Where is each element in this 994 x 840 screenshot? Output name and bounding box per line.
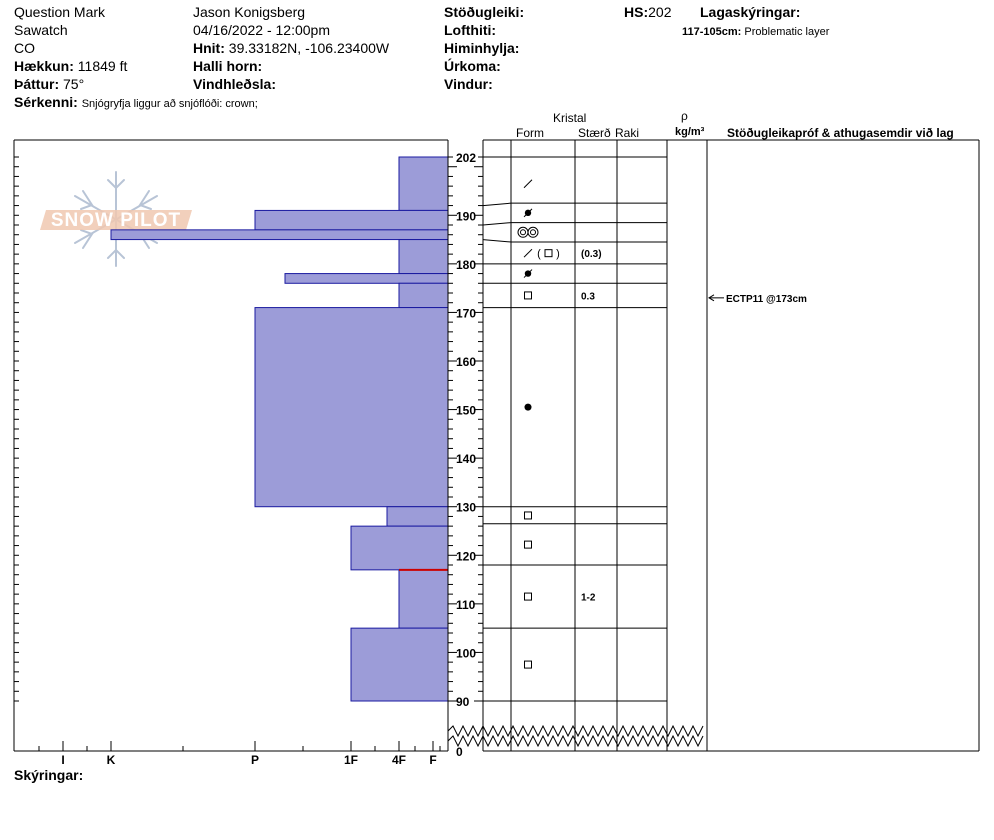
stability-test-arrowhead: [708, 294, 715, 302]
coords-value: 39.33182N, -106.23400W: [228, 40, 390, 56]
state-name: CO: [14, 40, 35, 56]
hardness-scale-label: 4F: [392, 753, 406, 767]
elevation-value: 11849 ft: [77, 58, 128, 74]
tests-header: Stöðugleikapróf & athugasemdir við lag: [727, 126, 954, 140]
observer-name: Jason Konigsberg: [193, 4, 306, 20]
layer-note-text: Problematic layer: [744, 26, 830, 38]
form-header: Form: [516, 126, 544, 140]
sky-label: Himinhylja:: [444, 40, 520, 56]
moisture-header: Raki: [615, 126, 640, 140]
density-unit-header: kg/m³: [675, 126, 705, 138]
layer-note: 117-105cm: Problematic layer: [682, 24, 829, 40]
depth-tick-label: 150: [456, 404, 476, 418]
hardness-layer-bar: [398, 239, 449, 275]
layer-connector: [482, 222, 512, 226]
precip-label: Úrkoma:: [444, 58, 501, 74]
depth-tick-label: 180: [456, 258, 476, 272]
size-header: Stærð: [578, 126, 611, 140]
depth-tick-label: 90: [456, 695, 470, 709]
hardness-layer-bar: [110, 229, 449, 241]
hs-value: 202: [648, 4, 672, 20]
faceted-symbol: [524, 511, 532, 520]
depth-tick-label: 0: [456, 745, 463, 759]
coords-label: Hnit:: [193, 40, 225, 56]
precipitation-faceted-symbol: (): [523, 248, 560, 260]
slope-label: Halli horn:: [193, 58, 263, 74]
aspect-label: Þáttur:: [14, 76, 60, 92]
svg-text:(: (: [537, 248, 541, 260]
depth-tick-label: 100: [456, 646, 476, 660]
depth-tick-label: 130: [456, 501, 476, 515]
crystal-header: Kristal: [553, 111, 587, 125]
axis-break-zigzag: [447, 724, 704, 738]
hs-label: HS:: [624, 4, 649, 20]
layer-connector: [482, 239, 512, 243]
crystal-size-label: (0.3): [581, 249, 602, 260]
hardness-layer-bar: [398, 282, 449, 309]
location-name: Question Mark: [14, 4, 106, 20]
decomposing-fragmented-symbol: [523, 208, 533, 218]
rho-header: ρ: [681, 109, 688, 123]
coordinates: Hnit: 39.33182N, -106.23400W: [193, 40, 389, 56]
depth-tick-label: 160: [456, 355, 476, 369]
hardness-layer-bar: [386, 506, 449, 527]
snowpilot-logo: SNOW PILOT: [40, 171, 192, 267]
layer-note-range: 117-105cm:: [682, 26, 742, 38]
hardness-scale-label: K: [107, 753, 116, 767]
layer-connector: [482, 202, 512, 207]
stability-test-label: ECTP11 @173cm: [726, 294, 807, 305]
range-name: Sawatch: [14, 22, 68, 38]
depth-tick-label: 170: [456, 306, 476, 320]
faceted-symbol: [524, 660, 532, 669]
depth-tick-label: 140: [456, 452, 476, 466]
depth-tick-label: 110: [456, 598, 476, 612]
hardness-layer-bar: [350, 525, 449, 571]
rounded-double-symbol: [517, 226, 539, 238]
air-temp-label: Lofthiti:: [444, 22, 497, 38]
hardness-layer-bar: [254, 209, 449, 231]
depth-tick-label: 120: [456, 549, 476, 563]
hardness-scale-label: I: [61, 753, 64, 767]
hardness-layer-bar: [284, 273, 449, 284]
aspect-value: 75°: [63, 76, 85, 92]
observation-datetime: 04/16/2022 - 12:00pm: [193, 22, 330, 38]
rounded-symbol: [524, 403, 532, 411]
elevation: Hækkun: 11849 ft: [14, 58, 127, 74]
decomposing-fragmented-symbol: [523, 269, 533, 278]
faceted-symbol: [524, 540, 532, 549]
depth-tick-label: 202: [456, 151, 476, 165]
hardness-layer-bar: [350, 627, 449, 702]
hardness-layer-bar: [254, 307, 449, 508]
features-label: Sérkenni:: [14, 94, 78, 110]
crystal-size-label: 0.3: [581, 291, 595, 302]
hardness-layer-bar: [398, 156, 449, 211]
hardness-scale-label: P: [251, 753, 259, 767]
faceted-symbol: [524, 592, 532, 601]
hs: HS:202: [624, 4, 671, 20]
crystal-size-label: 1-2: [581, 593, 596, 604]
precipitation-particles-symbol: [523, 179, 533, 189]
depth-tick-label: 190: [456, 209, 476, 223]
svg-text:): ): [556, 248, 560, 260]
elevation-label: Hækkun:: [14, 58, 74, 74]
hardness-scale-label: F: [429, 753, 436, 767]
hardness-scale-label: 1F: [344, 753, 358, 767]
stability-label: Stöðugleiki:: [444, 4, 525, 20]
axis-break-zigzag: [447, 734, 704, 748]
layer-notes-label: Lagaskýringar:: [700, 4, 801, 20]
faceted-symbol: [524, 291, 532, 300]
hardness-layer-bar: [398, 569, 449, 629]
wind-label: Vindur:: [444, 76, 493, 92]
aspect: Þáttur: 75°: [14, 76, 84, 92]
notes-label: Skýringar:: [14, 767, 84, 783]
logo-text: SNOW PILOT: [51, 210, 181, 231]
features-value: Snjógryfja liggur að snjóflóði: crown;: [81, 98, 258, 110]
features: Sérkenni: Snjógryfja liggur að snjóflóði…: [14, 94, 258, 112]
wind-loading-label: Vindhleðsla:: [193, 76, 276, 92]
